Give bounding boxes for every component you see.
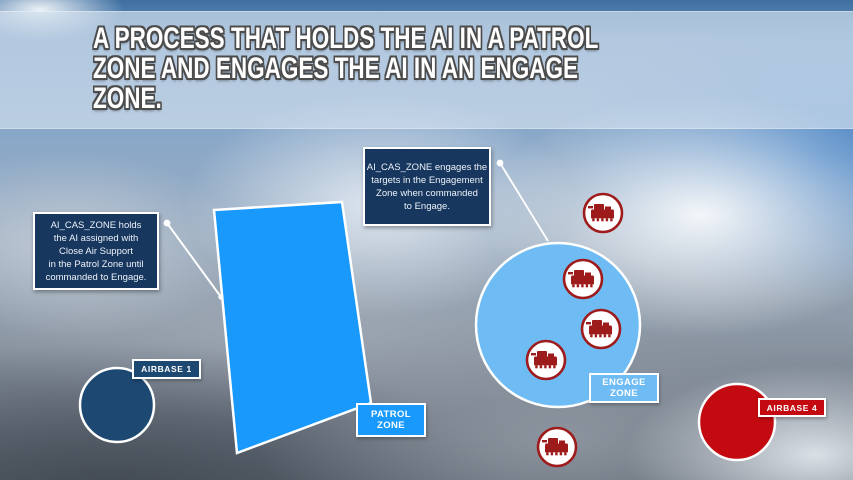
airbase-4-label: AIRBASE 4 <box>758 398 826 417</box>
callout-patrol-hold: AI_CAS_ZONE holds the AI assigned with C… <box>33 212 159 290</box>
tank-icon <box>538 428 576 466</box>
tank-icon <box>527 341 565 379</box>
callout-engage: AI_CAS_ZONE engages the targets in the E… <box>363 147 491 226</box>
tank-icon <box>582 310 620 348</box>
patrol-zone-label-line1: PATROL <box>370 408 412 420</box>
engage-zone-label-line2: ZONE <box>610 388 638 399</box>
slide-title: A PROCESS THAT HOLDS THE AI IN A PATROL … <box>93 22 599 115</box>
engage-zone-label-line1: ENGAGE <box>602 376 646 388</box>
tank-icon <box>584 194 622 232</box>
patrol-zone-label-line2: ZONE <box>377 420 405 431</box>
patrol-zone-label: PATROL ZONE <box>356 403 426 437</box>
callout-connector-patrol <box>163 219 224 300</box>
airbase-4-shape <box>697 382 777 462</box>
patrol-zone-shape <box>212 200 373 455</box>
title-band <box>0 11 853 129</box>
airbase-1-label: AIRBASE 1 <box>132 359 201 379</box>
engage-zone-label: ENGAGE ZONE <box>589 373 659 403</box>
callout-connector-engage <box>496 159 549 242</box>
tank-icon <box>564 260 602 298</box>
airbase-1-shape <box>78 366 156 444</box>
